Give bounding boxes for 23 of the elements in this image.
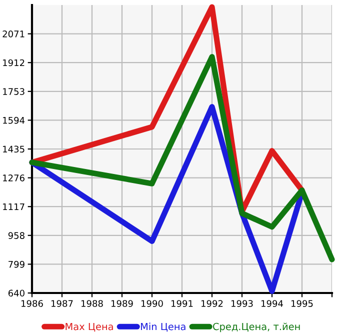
- y-tick-label: 2071: [2, 30, 24, 38]
- legend-label: Сред.Цена, т.йен: [213, 322, 300, 332]
- x-tick-label: 1994: [262, 300, 283, 307]
- x-tick-label: 1986: [22, 300, 43, 307]
- x-tick-label: 1988: [82, 300, 103, 307]
- y-tick-label: 1117: [3, 203, 24, 210]
- x-tick-label: 1995: [292, 300, 313, 307]
- y-tick-label: 1276: [3, 174, 24, 182]
- x-tick-label: 1992: [202, 300, 223, 307]
- y-tick-label: 799: [8, 260, 24, 268]
- x-tick-label: 1993: [232, 300, 253, 307]
- y-tick-label: 640: [8, 290, 24, 297]
- y-tick-label: 1594: [3, 116, 25, 124]
- y-tick-label: 1912: [3, 59, 24, 66]
- x-tick-label: 1991: [172, 300, 193, 307]
- legend-label: Min Цена: [140, 322, 186, 332]
- y-tick-label: 1753: [3, 88, 24, 95]
- legend-label: Max Цена: [66, 322, 113, 332]
- y-tick-label: 958: [8, 232, 24, 239]
- y-tick-label: 1435: [3, 146, 24, 153]
- x-tick-label: 1987: [52, 300, 73, 307]
- x-tick-label: 1990: [142, 300, 163, 307]
- x-tick-label: 1989: [112, 300, 133, 307]
